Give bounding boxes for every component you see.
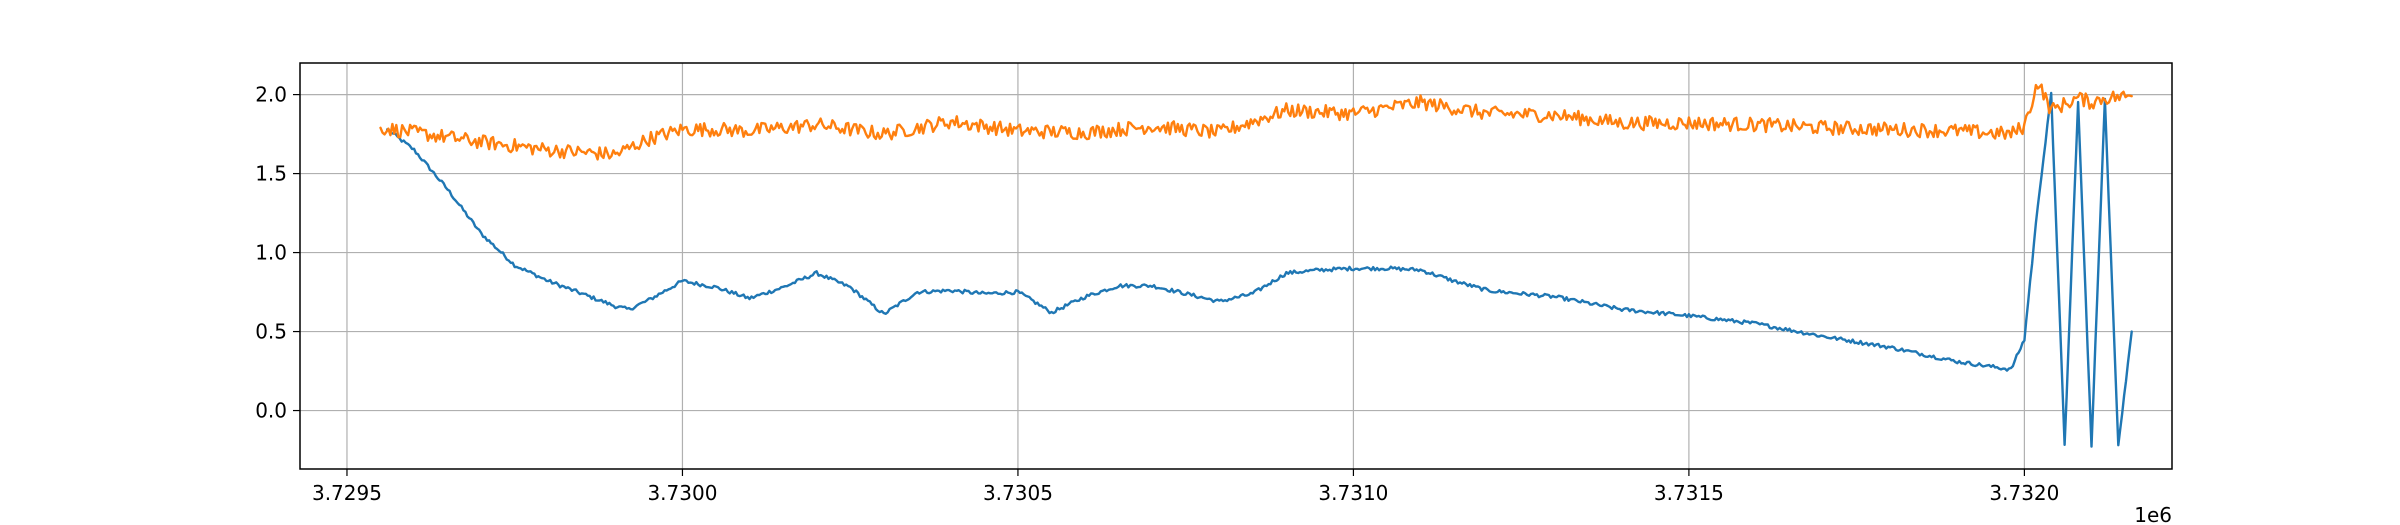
y-tick-label: 1.0 [255, 241, 287, 265]
y-tick-label: 0.5 [255, 320, 287, 344]
axes-frame [299, 62, 2173, 470]
y-tick-label: 2.0 [255, 83, 287, 107]
y-tick-label: 1.5 [255, 162, 287, 186]
x-tick-label: 3.7300 [647, 481, 717, 505]
series-line-1 [386, 91, 2133, 448]
x-tick-label: 3.7310 [1318, 481, 1388, 505]
series-line-2 [379, 83, 2133, 161]
series-layer [379, 83, 2133, 448]
x-tick-label: 3.7315 [1654, 481, 1724, 505]
x-tick-label: 3.7305 [983, 481, 1053, 505]
grid-layer [300, 63, 2172, 469]
y-tick-label: 0.0 [255, 399, 287, 423]
tick-layer: 3.7295 3.7300 3.7305 3.7310 3.7315 3.7320 0.0 0… [255, 83, 2059, 505]
x-tick-label: 3.7295 [312, 481, 382, 505]
x-axis-offset-label: 1e6 [2134, 503, 2172, 525]
x-tick-label: 3.7320 [1989, 481, 2059, 505]
